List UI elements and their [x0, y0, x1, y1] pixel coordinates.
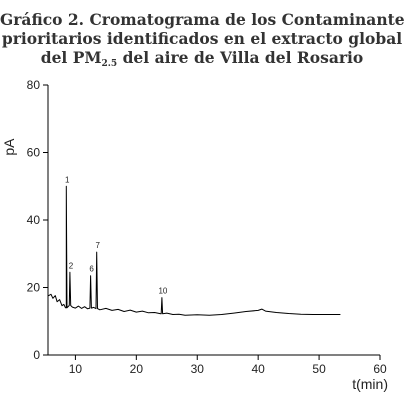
peak-labels: 1 2 6 7 10: [65, 175, 168, 295]
x-tick-label: 10: [69, 362, 83, 376]
x-tick-label: 30: [191, 362, 205, 376]
x-tick-label: 60: [373, 362, 387, 376]
peak-label: 1: [65, 175, 70, 184]
peak-label: 10: [158, 287, 167, 296]
y-axis-label: pA: [1, 138, 17, 156]
x-tick-label: 20: [130, 362, 144, 376]
chart-axes: 0 20 40 60 80 10 20 30 40 50 60: [27, 78, 387, 376]
y-tick-label: 20: [27, 281, 41, 295]
chart-title-line-3-pre: del PM: [40, 48, 102, 67]
chart-title-line-1: Gráfico 2. Cromatograma de los Contamina…: [0, 10, 404, 29]
peak-label: 7: [96, 241, 101, 250]
chart-title-line-3-post: del aire de Villa del Rosario: [117, 48, 364, 67]
chart-title: Gráfico 2. Cromatograma de los Contamina…: [0, 10, 404, 74]
chromatogram-trace: [47, 185, 341, 316]
x-tick-label: 40: [251, 362, 265, 376]
trace-line: [47, 185, 341, 316]
chart-title-line-2: prioritarios identificados en el extract…: [1, 29, 403, 48]
chart-title-line-3: del PM2.5 del aire de Villa del Rosario: [0, 48, 404, 74]
x-tick-label: 50: [312, 362, 326, 376]
y-tick-label: 0: [33, 348, 40, 362]
peak-label: 2: [69, 261, 74, 270]
x-axis-label: t(min): [352, 376, 388, 392]
chart-title-subscript: 2.5: [101, 59, 118, 69]
y-tick-label: 40: [27, 213, 41, 227]
y-tick-label: 80: [27, 78, 41, 92]
y-tick-label: 60: [27, 146, 41, 160]
peak-label: 6: [89, 265, 94, 274]
